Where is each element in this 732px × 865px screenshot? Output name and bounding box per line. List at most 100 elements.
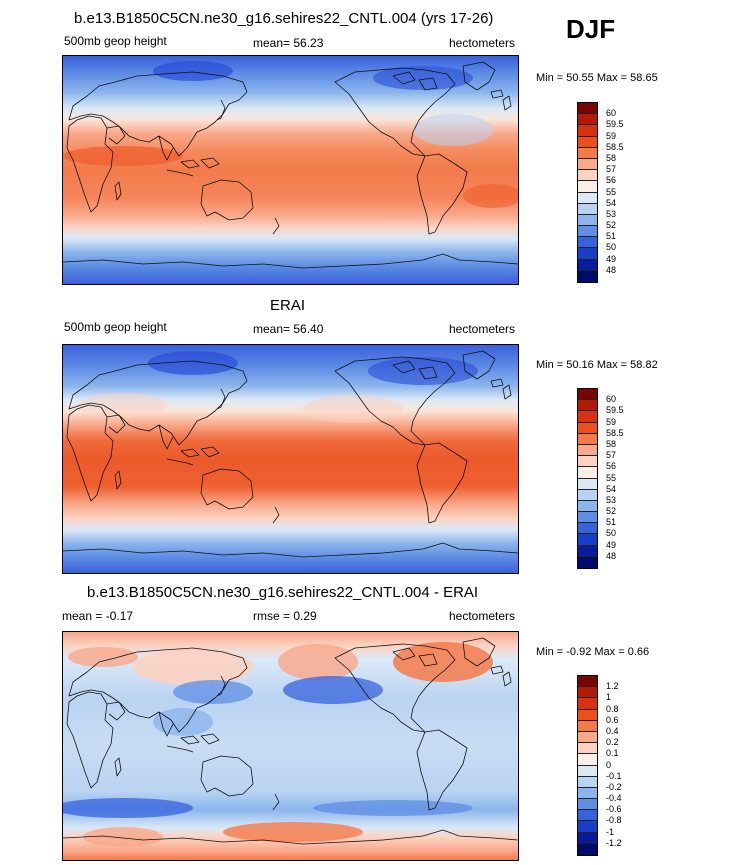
panel2-units-label: hectometers	[449, 322, 516, 336]
colorbar-swatch	[578, 237, 597, 249]
colorbar-swatch	[578, 545, 597, 557]
colorbar-swatch	[578, 799, 597, 811]
colorbar-swatch	[578, 248, 597, 260]
panel3-rmse-label: rmse = 0.29	[253, 609, 317, 623]
colorbar-swatch	[578, 489, 597, 501]
colorbar-tick-label: 48	[606, 550, 617, 561]
colorbar-swatch	[578, 534, 597, 546]
colorbar-tick-label: 58	[606, 438, 617, 449]
colorbar-tick-label: 50	[606, 242, 617, 253]
coastlines	[63, 350, 518, 558]
colorbar-swatch	[578, 226, 597, 238]
panel3-colorbar	[577, 675, 598, 856]
colorbar-tick-label: 59	[606, 416, 617, 427]
colorbar-swatch	[578, 170, 597, 182]
panel1-minmax-label: Min = 50.55 Max = 58.65	[536, 72, 658, 84]
panel2-map	[62, 344, 519, 574]
panel1-left-label: 500mb geop height	[64, 34, 167, 48]
colorbar-tick-label: 0.1	[606, 748, 619, 759]
panel2-left-label: 500mb geop height	[64, 320, 167, 334]
colorbar-swatch	[578, 720, 597, 732]
colorbar-swatch	[578, 743, 597, 755]
panel3-units-label: hectometers	[449, 609, 516, 623]
colorbar-tick-label: 49	[606, 539, 617, 550]
colorbar-swatch	[578, 192, 597, 204]
panel2-contour-map	[63, 345, 518, 573]
colorbar-swatch	[578, 411, 597, 423]
colorbar-swatch	[578, 821, 597, 833]
colorbar-swatch	[578, 147, 597, 159]
season-label: DJF	[566, 14, 616, 44]
colorbar-swatch	[578, 422, 597, 434]
panel3-mean-label: mean = -0.17	[62, 609, 134, 623]
colorbar-swatch	[578, 467, 597, 479]
colorbar-swatch	[578, 754, 597, 766]
colorbar-tick-label: -0.4	[606, 793, 622, 804]
panel3-map	[62, 631, 519, 861]
colorbar-tick-label: 0.4	[606, 725, 619, 736]
colorbar-tick-label: -0.6	[606, 804, 622, 815]
colorbar-swatch	[578, 556, 597, 568]
colorbar-tick-label: 58	[606, 152, 617, 163]
colorbar-swatch	[578, 456, 597, 468]
colorbar-tick-label: 1.2	[606, 681, 619, 692]
panel1-map	[62, 55, 519, 285]
coastlines	[63, 61, 518, 269]
colorbar-tick-label: 0.8	[606, 703, 619, 714]
colorbar-swatch	[578, 400, 597, 412]
colorbar-swatch	[578, 523, 597, 535]
colorbar-swatch	[578, 444, 597, 457]
colorbar-tick-label: 53	[606, 208, 617, 219]
colorbar-tick-label: -1.2	[606, 837, 622, 848]
colorbar-tick-label: 55	[606, 186, 617, 197]
colorbar-tick-label: 59.5	[606, 119, 624, 130]
panel3-title: b.e13.B1850C5CN.ne30_g16.sehires22_CNTL.…	[87, 584, 479, 601]
colorbar-tick-label: -0.2	[606, 781, 622, 792]
colorbar-tick-label: 59	[606, 130, 617, 141]
colorbar-tick-label: 52	[606, 220, 617, 231]
colorbar-tick-label: -0.1	[606, 770, 622, 781]
panel2-mean-label: mean= 56.40	[253, 322, 324, 336]
colorbar-tick-label: 60	[606, 394, 617, 405]
colorbar-tick-label: 58.5	[606, 141, 624, 152]
panel2-colorbar-labels: 60 59.5 59 58.5 58 57 56 55 54 53 52 51 50 49 48	[606, 388, 646, 567]
colorbar-tick-label: 51	[606, 231, 617, 242]
colorbar-swatch	[578, 103, 597, 115]
colorbar-swatch	[578, 270, 597, 282]
colorbar-tick-label: 49	[606, 253, 617, 264]
panel3-minmax-label: Min = -0.92 Max = 0.66	[536, 646, 650, 658]
colorbar-swatch	[578, 125, 597, 137]
panel1-mean-label: mean= 56.23	[253, 36, 324, 50]
colorbar-swatch	[578, 776, 597, 788]
panel2-minmax-label: Min = 50.16 Max = 58.82	[536, 359, 658, 371]
colorbar-swatch	[578, 731, 597, 744]
colorbar-swatch	[578, 433, 597, 445]
colorbar-tick-label: 54	[606, 197, 617, 208]
colorbar-swatch	[578, 787, 597, 800]
colorbar-tick-label: 0.2	[606, 737, 619, 748]
panel1-colorbar-labels: 60 59.5 59 58.5 58 57 56 55 54 53 52 51 50 49 48	[606, 102, 646, 281]
colorbar-swatch	[578, 478, 597, 490]
panel1-title: b.e13.B1850C5CN.ne30_g16.sehires22_CNTL.…	[74, 10, 494, 27]
colorbar-tick-label: 51	[606, 517, 617, 528]
panel3-contour-map	[63, 632, 518, 860]
colorbar-tick-label: 1	[606, 692, 612, 703]
colorbar-swatch	[578, 203, 597, 215]
panel3-colorbar-labels: 1.2 1 0.8 0.6 0.4 0.2 0.1 0 -0.1 -0.2 -0.4 -0.6 -0.8…	[606, 675, 646, 854]
colorbar-swatch	[578, 114, 597, 126]
colorbar-swatch	[578, 512, 597, 524]
colorbar-swatch	[578, 698, 597, 710]
colorbar-tick-label: 0.6	[606, 714, 619, 725]
colorbar-swatch	[578, 214, 597, 227]
colorbar-swatch	[578, 810, 597, 822]
coastlines	[63, 637, 518, 845]
colorbar-tick-label: 53	[606, 494, 617, 505]
panel1-units-label: hectometers	[449, 36, 516, 50]
colorbar-swatch	[578, 259, 597, 271]
colorbar-swatch	[578, 765, 597, 777]
colorbar-tick-label: 58.5	[606, 427, 624, 438]
colorbar-swatch	[578, 389, 597, 401]
colorbar-tick-label: 59.5	[606, 405, 624, 416]
colorbar-tick-label: 56	[606, 461, 617, 472]
colorbar-tick-label: 52	[606, 506, 617, 517]
